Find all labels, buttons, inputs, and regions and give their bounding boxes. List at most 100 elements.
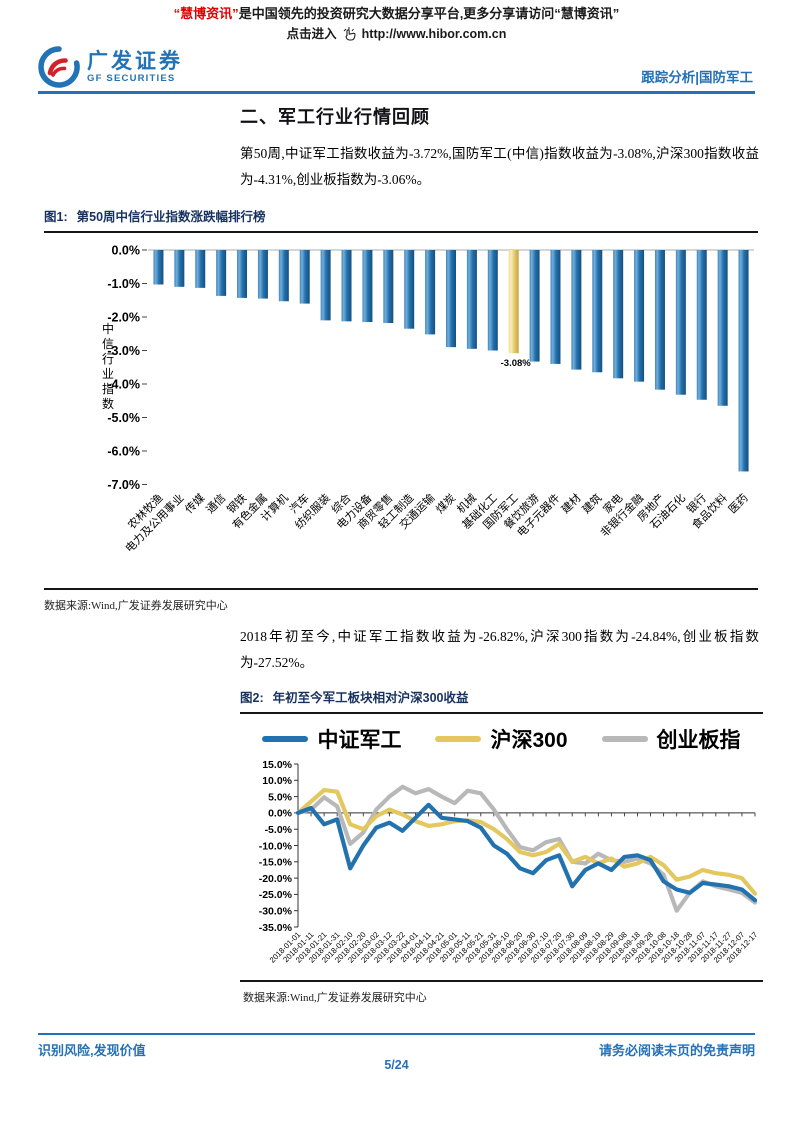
figure1-title: 第50周中信行业指数涨跌幅排行榜 xyxy=(76,210,266,224)
figure1-header: 图1: 第50周中信行业指数涨跌幅排行榜 xyxy=(44,206,758,233)
bar-defense-highlight xyxy=(508,250,519,354)
footer-disclaimer: 请务必阅读末页的免责声明 xyxy=(598,1043,755,1058)
legend-swatch xyxy=(262,736,309,742)
figure1-source: 数据来源:Wind,广发证券发展研究中心 xyxy=(44,600,228,612)
hibor-notice-text: 是中国领先的投资研究大数据分享平台,更多分享请访问“慧博资讯” xyxy=(238,6,620,21)
legend-item: 中证军工 xyxy=(262,724,401,754)
figure2-bottom-rule xyxy=(240,980,763,982)
legend-label: 创业板指 xyxy=(656,729,741,752)
fig1-ytick-label: -5.0% xyxy=(107,411,140,425)
fig1-ytick-label: -4.0% xyxy=(107,378,140,392)
series-line-创业板指 xyxy=(295,784,758,913)
bar xyxy=(341,250,352,322)
fig1-bar-chart-svg: 0.0% -1.0% -2.0% -3.0% -4.0% -5.0% -6.0% -7.0% 中… xyxy=(102,244,754,555)
legend-item: 沪深300 xyxy=(435,724,568,754)
bar xyxy=(654,250,665,390)
report-type-label: 跟踪分析|国防军工 xyxy=(641,70,753,85)
gf-logo-icon xyxy=(38,46,80,88)
figure2-source: 数据来源:Wind,广发证券发展研究中心 xyxy=(243,992,427,1004)
fig2-ytick-label: -15.0% xyxy=(259,857,293,869)
page-number: 5/24 xyxy=(384,1058,409,1072)
fig2-line-chart-svg: 15.0% 10.0% 5.0% 0.0% -5.0% -10.0% -15.0% -20.0… xyxy=(259,759,760,965)
bar xyxy=(278,250,289,302)
bar xyxy=(550,250,561,364)
bar xyxy=(613,250,624,379)
legend-swatch xyxy=(435,736,482,742)
fig1-ytick-label: -3.0% xyxy=(107,344,140,358)
bar xyxy=(696,250,707,400)
footer-rule xyxy=(38,1033,755,1035)
fig1-axis-title-char: 行 xyxy=(102,352,114,366)
footer-slogan: 识别风险,发现价值 xyxy=(38,1043,146,1058)
bar xyxy=(675,250,686,395)
figure2-title: 年初至今军工板块相对沪深300收益 xyxy=(272,691,469,705)
fig1-axis-title-char: 指 xyxy=(102,381,114,396)
bar xyxy=(153,250,164,285)
hibor-click-label[interactable]: 点击进入 xyxy=(286,26,337,41)
fig2-legend: 中证军工 沪深300 创业板指 xyxy=(240,724,763,754)
fig1-category-label: 医药 xyxy=(726,491,751,516)
hibor-notice: “慧博资讯”是中国领先的投资研究大数据分享平台,更多分享请访问“慧博资讯” 点击… xyxy=(0,5,793,42)
fig1-bar-chart: 0.0% -1.0% -2.0% -3.0% -4.0% -5.0% -6.0% -7.0% 中… xyxy=(44,233,758,584)
hibor-url-link[interactable]: http://www.hibor.com.cn xyxy=(361,26,507,41)
fig2-line-chart: 15.0% 10.0% 5.0% 0.0% -5.0% -10.0% -15.0% -20.0… xyxy=(240,756,763,976)
bar xyxy=(717,250,728,406)
fig1-category-label: 传媒 xyxy=(183,491,208,516)
bar xyxy=(446,250,456,348)
fig2-ytick-label: -5.0% xyxy=(265,824,293,836)
figure1-bottom-rule xyxy=(44,588,758,590)
paragraph-ytd: 2018年初至今,中证军工指数收益为-26.82%,沪深300指数为-24.84… xyxy=(240,629,759,670)
figure1-label: 图1: xyxy=(44,210,68,224)
bar xyxy=(634,250,645,382)
paragraph-week50: 第50周,中证军工指数收益为-3.72%,国防军工(中信)指数收益为-3.08%… xyxy=(240,146,759,187)
bar xyxy=(174,250,185,287)
bar xyxy=(195,250,206,288)
legend-item: 创业板指 xyxy=(601,724,741,754)
fig2-ytick-label: 0.0% xyxy=(268,808,293,820)
fig1-axis-title-char: 数 xyxy=(102,396,114,411)
bar xyxy=(362,250,373,323)
bar xyxy=(571,250,582,370)
fig2-ytick-label: 15.0% xyxy=(262,759,292,771)
header-rule xyxy=(38,91,755,94)
bar xyxy=(466,250,477,349)
series-line-中证军工 xyxy=(295,802,758,903)
fig1-ytick-label: -2.0% xyxy=(107,311,140,325)
legend-label: 沪深300 xyxy=(490,729,568,752)
bar xyxy=(383,250,394,324)
fig1-ytick-label: 0.0% xyxy=(112,244,141,258)
fig1-axis-title-char: 中 xyxy=(102,321,114,336)
fig2-ytick-label: -25.0% xyxy=(259,889,293,901)
fig1-category-label: 建材 xyxy=(558,491,583,516)
figure2: 图2: 年初至今军工板块相对沪深300收益 中证军工 沪深300 创业板指 15.0… xyxy=(240,687,763,1005)
bar xyxy=(487,250,498,351)
section-title: 二、军工行业行情回顾 xyxy=(240,107,430,127)
figure2-header: 图2: 年初至今军工板块相对沪深300收益 xyxy=(240,687,763,714)
bar xyxy=(425,250,436,335)
figure1: 图1: 第50周中信行业指数涨跌幅排行榜 0.0% -1.0% -2.0% -3.0%… xyxy=(44,206,758,613)
fig1-category-label: 煤炭 xyxy=(433,491,458,516)
bar xyxy=(404,250,415,329)
fig1-ytick-label: -1.0% xyxy=(107,277,140,291)
fig1-ytick-label: -7.0% xyxy=(107,478,140,492)
bar xyxy=(237,250,248,298)
logo-chinese-name: 广发证券 xyxy=(87,50,183,73)
hibor-brand: “慧博资讯” xyxy=(173,6,239,21)
figure2-label: 图2: xyxy=(240,691,264,705)
legend-swatch xyxy=(601,736,648,742)
fig2-ytick-label: 5.0% xyxy=(268,791,293,803)
fig1-category-label: 通信 xyxy=(204,491,229,516)
bar xyxy=(738,250,749,472)
logo-english-name: GF SECURITIES xyxy=(87,73,176,84)
hand-pointer-icon xyxy=(341,25,358,42)
fig2-ytick-label: 10.0% xyxy=(262,775,292,787)
bar xyxy=(257,250,268,299)
fig1-highlight-value-label: -3.08% xyxy=(501,358,532,369)
fig2-ytick-label: -30.0% xyxy=(259,906,293,918)
fig2-ytick-label: -10.0% xyxy=(259,840,293,852)
fig2-ytick-label: -35.0% xyxy=(259,922,293,934)
bar xyxy=(216,250,227,296)
bar xyxy=(592,250,603,373)
fig2-ytick-label: -20.0% xyxy=(259,873,293,885)
